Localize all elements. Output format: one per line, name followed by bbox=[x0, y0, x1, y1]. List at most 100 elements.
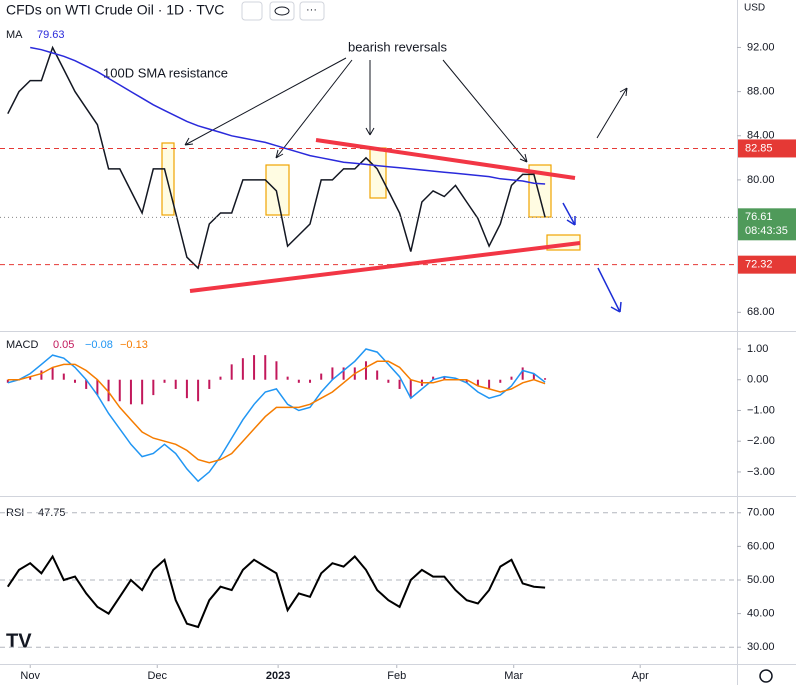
last-price-label: 76.61 bbox=[745, 211, 773, 223]
histogram-bar bbox=[141, 379, 144, 405]
histogram-bar bbox=[309, 379, 312, 383]
annotation-arrows bbox=[184, 57, 628, 163]
x-tick-label: 2023 bbox=[266, 670, 290, 682]
legend-value: 0.05 bbox=[53, 339, 74, 351]
y-tick-label: −1.00 bbox=[747, 404, 775, 416]
y-tick-label: 92.00 bbox=[747, 41, 775, 53]
y-tick-label: 88.00 bbox=[747, 86, 775, 98]
histogram-bar bbox=[398, 379, 401, 389]
histogram-bar bbox=[432, 376, 435, 380]
chart-title: CFDs on WTI Crude Oil · 1D · TVC bbox=[6, 2, 224, 18]
x-tick-label: Mar bbox=[504, 670, 523, 682]
histogram-bar bbox=[219, 376, 222, 380]
histogram-bar bbox=[174, 379, 177, 389]
y-tick-label: −2.00 bbox=[747, 435, 775, 447]
histogram-bar bbox=[197, 379, 200, 402]
histogram-bar bbox=[107, 379, 110, 402]
y-tick-label: 1.00 bbox=[747, 343, 768, 355]
highlight-box bbox=[369, 147, 387, 199]
histogram-bar bbox=[118, 379, 121, 402]
histogram-bar bbox=[241, 358, 244, 380]
histogram-bar bbox=[443, 376, 446, 380]
histogram-bar bbox=[62, 373, 65, 380]
y-tick-label: 60.00 bbox=[747, 540, 775, 552]
histogram-bar bbox=[29, 376, 32, 380]
legend-value: −0.08 bbox=[85, 339, 113, 351]
histogram-bar bbox=[532, 373, 535, 380]
histogram-bar bbox=[376, 370, 379, 380]
currency: USD bbox=[744, 3, 765, 14]
histogram-bar bbox=[499, 379, 502, 383]
support-trendline bbox=[189, 241, 581, 293]
histogram-bar bbox=[320, 373, 323, 380]
y-tick-label: 80.00 bbox=[747, 174, 775, 186]
histogram-bar bbox=[264, 355, 267, 380]
symbol-flag-button[interactable] bbox=[241, 1, 263, 21]
level-label: 72.32 bbox=[745, 259, 773, 271]
more-icon: ··· bbox=[306, 4, 317, 16]
histogram-bar bbox=[331, 367, 334, 380]
settings-button[interactable] bbox=[759, 669, 773, 683]
arrow bbox=[597, 267, 622, 313]
arrow bbox=[275, 59, 353, 159]
series-line bbox=[7, 348, 546, 483]
histogram-bar bbox=[465, 379, 468, 383]
histogram-bar bbox=[387, 379, 390, 383]
histogram-bar bbox=[85, 379, 88, 389]
series-line bbox=[7, 45, 546, 270]
histogram-bar bbox=[521, 367, 524, 380]
countdown: 08:43:35 bbox=[745, 225, 788, 237]
y-tick-label: 68.00 bbox=[747, 306, 775, 318]
histogram-bar bbox=[544, 378, 547, 380]
more-button[interactable] bbox=[299, 1, 325, 21]
series-line bbox=[30, 46, 546, 185]
y-tick-label: 30.00 bbox=[747, 641, 775, 653]
x-tick-label: Nov bbox=[20, 670, 40, 682]
histogram-bar bbox=[152, 379, 155, 396]
histogram-bar bbox=[129, 379, 132, 405]
y-tick-label: 0.00 bbox=[747, 374, 768, 386]
highlight-box bbox=[265, 164, 290, 216]
x-tick-label: Apr bbox=[632, 670, 649, 682]
annotation: bearish reversals bbox=[348, 39, 447, 54]
arrow bbox=[562, 202, 576, 226]
histogram-bar bbox=[275, 361, 278, 380]
histogram-bar bbox=[96, 379, 99, 396]
x-tick-label: Dec bbox=[147, 670, 167, 682]
histogram-bar bbox=[208, 379, 211, 389]
highlight-box bbox=[161, 142, 175, 216]
y-tick-label: −3.00 bbox=[747, 466, 775, 478]
arrow bbox=[442, 59, 528, 163]
legend-label: RSI bbox=[6, 507, 24, 519]
level-label-bg bbox=[738, 255, 796, 274]
series-line bbox=[6, 554, 546, 629]
histogram-bar bbox=[286, 376, 289, 380]
histogram-bar bbox=[73, 379, 76, 383]
level-label: 82.85 bbox=[745, 142, 773, 154]
arrow bbox=[365, 60, 375, 136]
legend-value: −0.13 bbox=[120, 339, 148, 351]
resistance-trendline bbox=[315, 138, 576, 180]
x-tick-label: Feb bbox=[387, 670, 406, 682]
legend-label: MA bbox=[6, 29, 23, 41]
histogram-bar bbox=[230, 364, 233, 380]
logo: TV bbox=[6, 630, 32, 652]
histogram-bar bbox=[6, 379, 9, 383]
histogram-bar bbox=[185, 379, 188, 399]
level-label-bg bbox=[738, 139, 796, 158]
histogram-bar bbox=[476, 379, 479, 386]
visibility-button[interactable] bbox=[269, 1, 295, 21]
histogram-bar bbox=[510, 376, 513, 380]
histogram-bar bbox=[364, 361, 367, 380]
histogram-bar bbox=[342, 367, 345, 380]
y-tick-label: 70.00 bbox=[747, 507, 775, 519]
y-tick-label: 40.00 bbox=[747, 608, 775, 620]
legend-value: 79.63 bbox=[37, 29, 65, 41]
histogram-bar bbox=[297, 379, 300, 383]
last-price-bg bbox=[738, 208, 796, 241]
forecast-arrows bbox=[562, 202, 622, 313]
series-line bbox=[7, 360, 546, 464]
y-tick-label: 50.00 bbox=[747, 574, 775, 586]
